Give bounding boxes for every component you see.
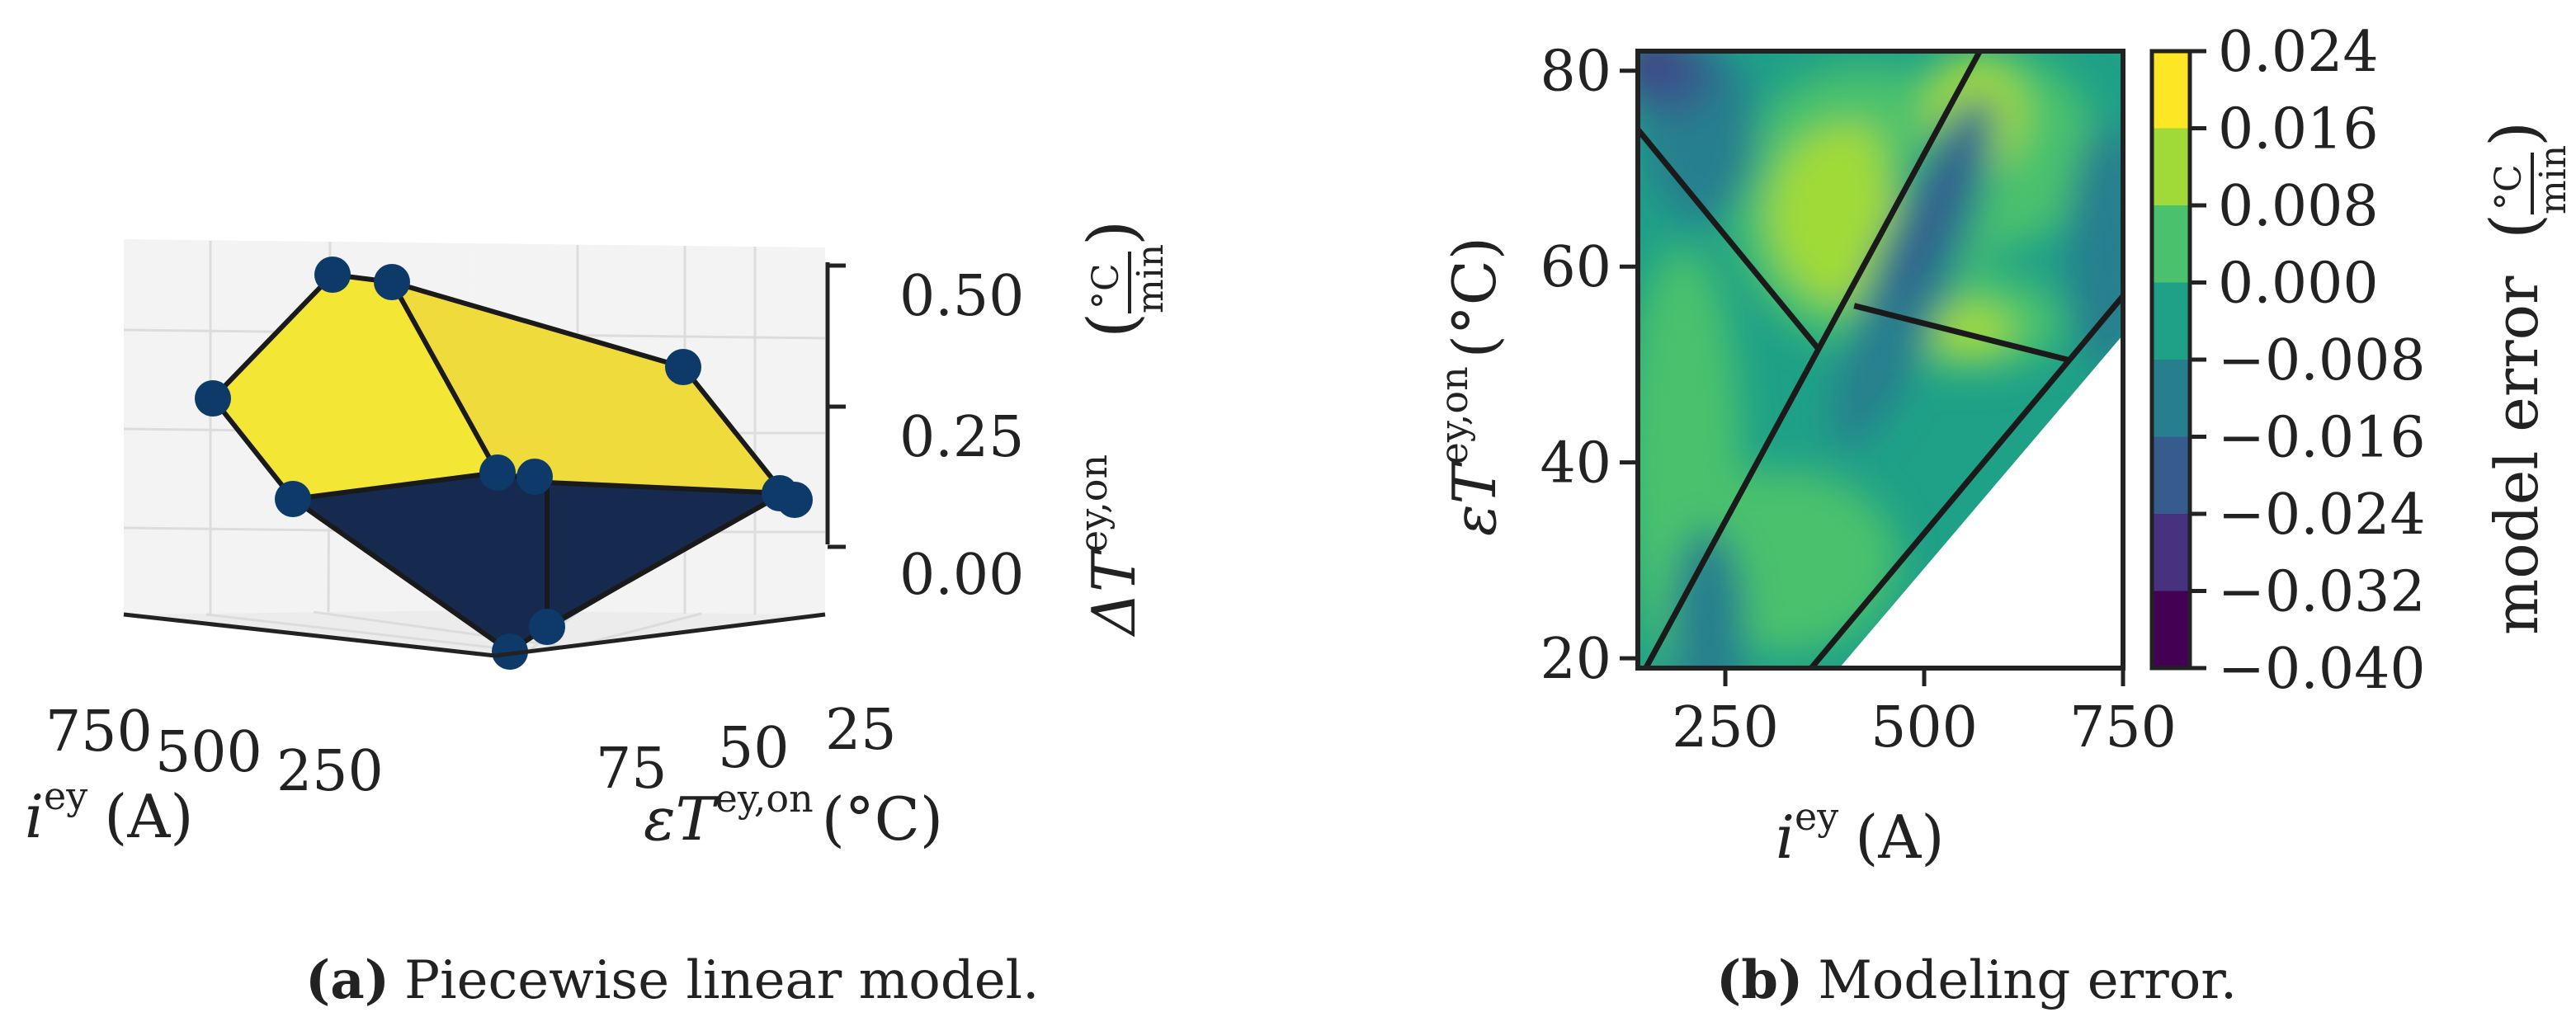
z-unit-denominator: min — [1130, 244, 1172, 313]
vertex-marker — [195, 380, 231, 417]
x-axis-3d — [123, 612, 496, 658]
vertex-marker — [517, 459, 553, 495]
x-tick-label: 500 — [155, 720, 262, 785]
colorbar-tick-label: 0.000 — [2218, 252, 2379, 317]
vertex-marker — [529, 609, 565, 645]
contour-axis-ticks: 250 500 750 20 40 60 80 — [1540, 40, 2176, 760]
contour-band — [2067, 124, 2123, 371]
contour-band — [1638, 51, 1716, 115]
region-boundary-line — [1638, 127, 1822, 352]
vertex-marker — [275, 481, 311, 517]
plot-frame — [1635, 49, 2125, 671]
contour-field — [1638, 51, 2123, 668]
colorbar-tick-label: 0.008 — [2218, 174, 2379, 239]
vertex-marker — [479, 454, 516, 491]
x-tick-label: 250 — [1672, 695, 1779, 760]
svg-text:εTey,on(°C): εTey,on(°C) — [1432, 237, 1509, 536]
ridge-edge — [389, 280, 500, 474]
region-boundary-line — [1853, 303, 2069, 363]
region-boundary-line — [1643, 51, 1983, 668]
contour-band — [1638, 51, 1675, 78]
colorbar-band — [2152, 360, 2190, 437]
panel-b-contour-plot: 250 500 750 20 40 60 80 iey (A) εTey,on(°C) 0.0… — [1432, 20, 2574, 1011]
lower-boundary-edge — [291, 491, 786, 654]
caption-b: (b) Modeling error. — [1716, 949, 2237, 1011]
colorbar-tick-label: −0.032 — [2218, 560, 2426, 625]
z-tick-label: 0.50 — [899, 264, 1024, 329]
svg-text:model error: model error — [2482, 275, 2551, 635]
x-tick-label: 500 — [1871, 695, 1978, 760]
y-tick-label: 40 — [1540, 431, 1611, 497]
z-axis-ticks — [828, 263, 846, 549]
colorbar-tick-label: 0.016 — [2218, 97, 2379, 162]
colorbar-tick-label: −0.040 — [2218, 637, 2426, 702]
vertex-marker — [314, 257, 351, 293]
colorbar-band — [2152, 436, 2190, 514]
colorbar-band — [2152, 205, 2190, 283]
y-axis-3d — [494, 612, 826, 658]
colorbar-tick-label: −0.008 — [2218, 328, 2426, 393]
colorbar-tick-label: −0.024 — [2218, 483, 2426, 548]
z-unit-numerator: °C — [1085, 263, 1127, 309]
outside-domain-region — [1839, 334, 2123, 668]
svg-text:(: ( — [1073, 313, 1150, 338]
contour-band — [1671, 528, 1745, 668]
x-tick-label: 750 — [45, 699, 153, 765]
colorbar-label: model error ( °C min ) — [2476, 121, 2574, 635]
colorbar-band — [2152, 282, 2190, 360]
y-tick-label: 20 — [1540, 627, 1611, 692]
lower-face — [293, 473, 784, 652]
colorbar-band — [2152, 128, 2190, 205]
z-tick-label: 0.25 — [899, 405, 1024, 470]
x-axis-label: iey (A) — [25, 774, 193, 851]
vertex-marker — [492, 633, 528, 670]
vertex-marker — [665, 349, 701, 385]
y-axis-label: εTey,on(°C) — [1432, 237, 1509, 536]
vertex-markers — [195, 257, 813, 670]
colorbar-tick-label: 0.024 — [2218, 20, 2379, 85]
y-tick-label: 80 — [1540, 40, 1611, 105]
svg-text:): ) — [1073, 220, 1150, 246]
svg-text:): ) — [2476, 121, 2553, 147]
cbar-unit-numerator: °C — [2488, 164, 2530, 210]
vertex-marker — [776, 482, 813, 518]
x-tick-label: 250 — [276, 739, 384, 804]
y-tick-label: 50 — [718, 716, 790, 781]
x-axis-label: iey (A) — [1776, 794, 1944, 872]
svg-text:ΔTey,on: ΔTey,on — [1071, 454, 1149, 638]
y-tick-label: 60 — [1540, 235, 1611, 300]
region-boundaries — [1638, 51, 2123, 668]
panel-a-3d-plot: 750 500 250 75 50 25 0.50 0.25 0.00 iey(… — [25, 220, 1172, 1011]
colorbar-tick-label: −0.016 — [2218, 406, 2426, 471]
upper-face-right — [392, 282, 784, 493]
colorbar-band — [2152, 514, 2190, 591]
colorbar-band — [2152, 591, 2190, 668]
caption-a: (a) Piecewise linear model. — [305, 949, 1039, 1011]
contour-band — [1888, 98, 1982, 314]
x-tick-label: 750 — [2069, 695, 2177, 760]
svg-text:(: ( — [2476, 214, 2553, 239]
y-tick-label: 25 — [825, 698, 897, 763]
vertex-marker — [374, 264, 410, 300]
y-axis-label: εTey,on(°C) — [644, 776, 943, 854]
cbar-unit-denominator: min — [2532, 145, 2574, 214]
upper-face-left — [213, 275, 498, 499]
z-axis-label: ΔTey,on ( °C min ) — [1071, 220, 1172, 638]
colorbar: 0.024 0.016 0.008 0.000 −0.008 −0.016 −0.024 −0… — [2149, 20, 2426, 702]
y-tick-label: 75 — [596, 737, 668, 802]
colorbar-band — [2152, 51, 2190, 129]
domain-edge-line — [1809, 294, 2123, 668]
z-tick-label: 0.00 — [899, 543, 1024, 608]
floor-pane — [124, 610, 825, 656]
